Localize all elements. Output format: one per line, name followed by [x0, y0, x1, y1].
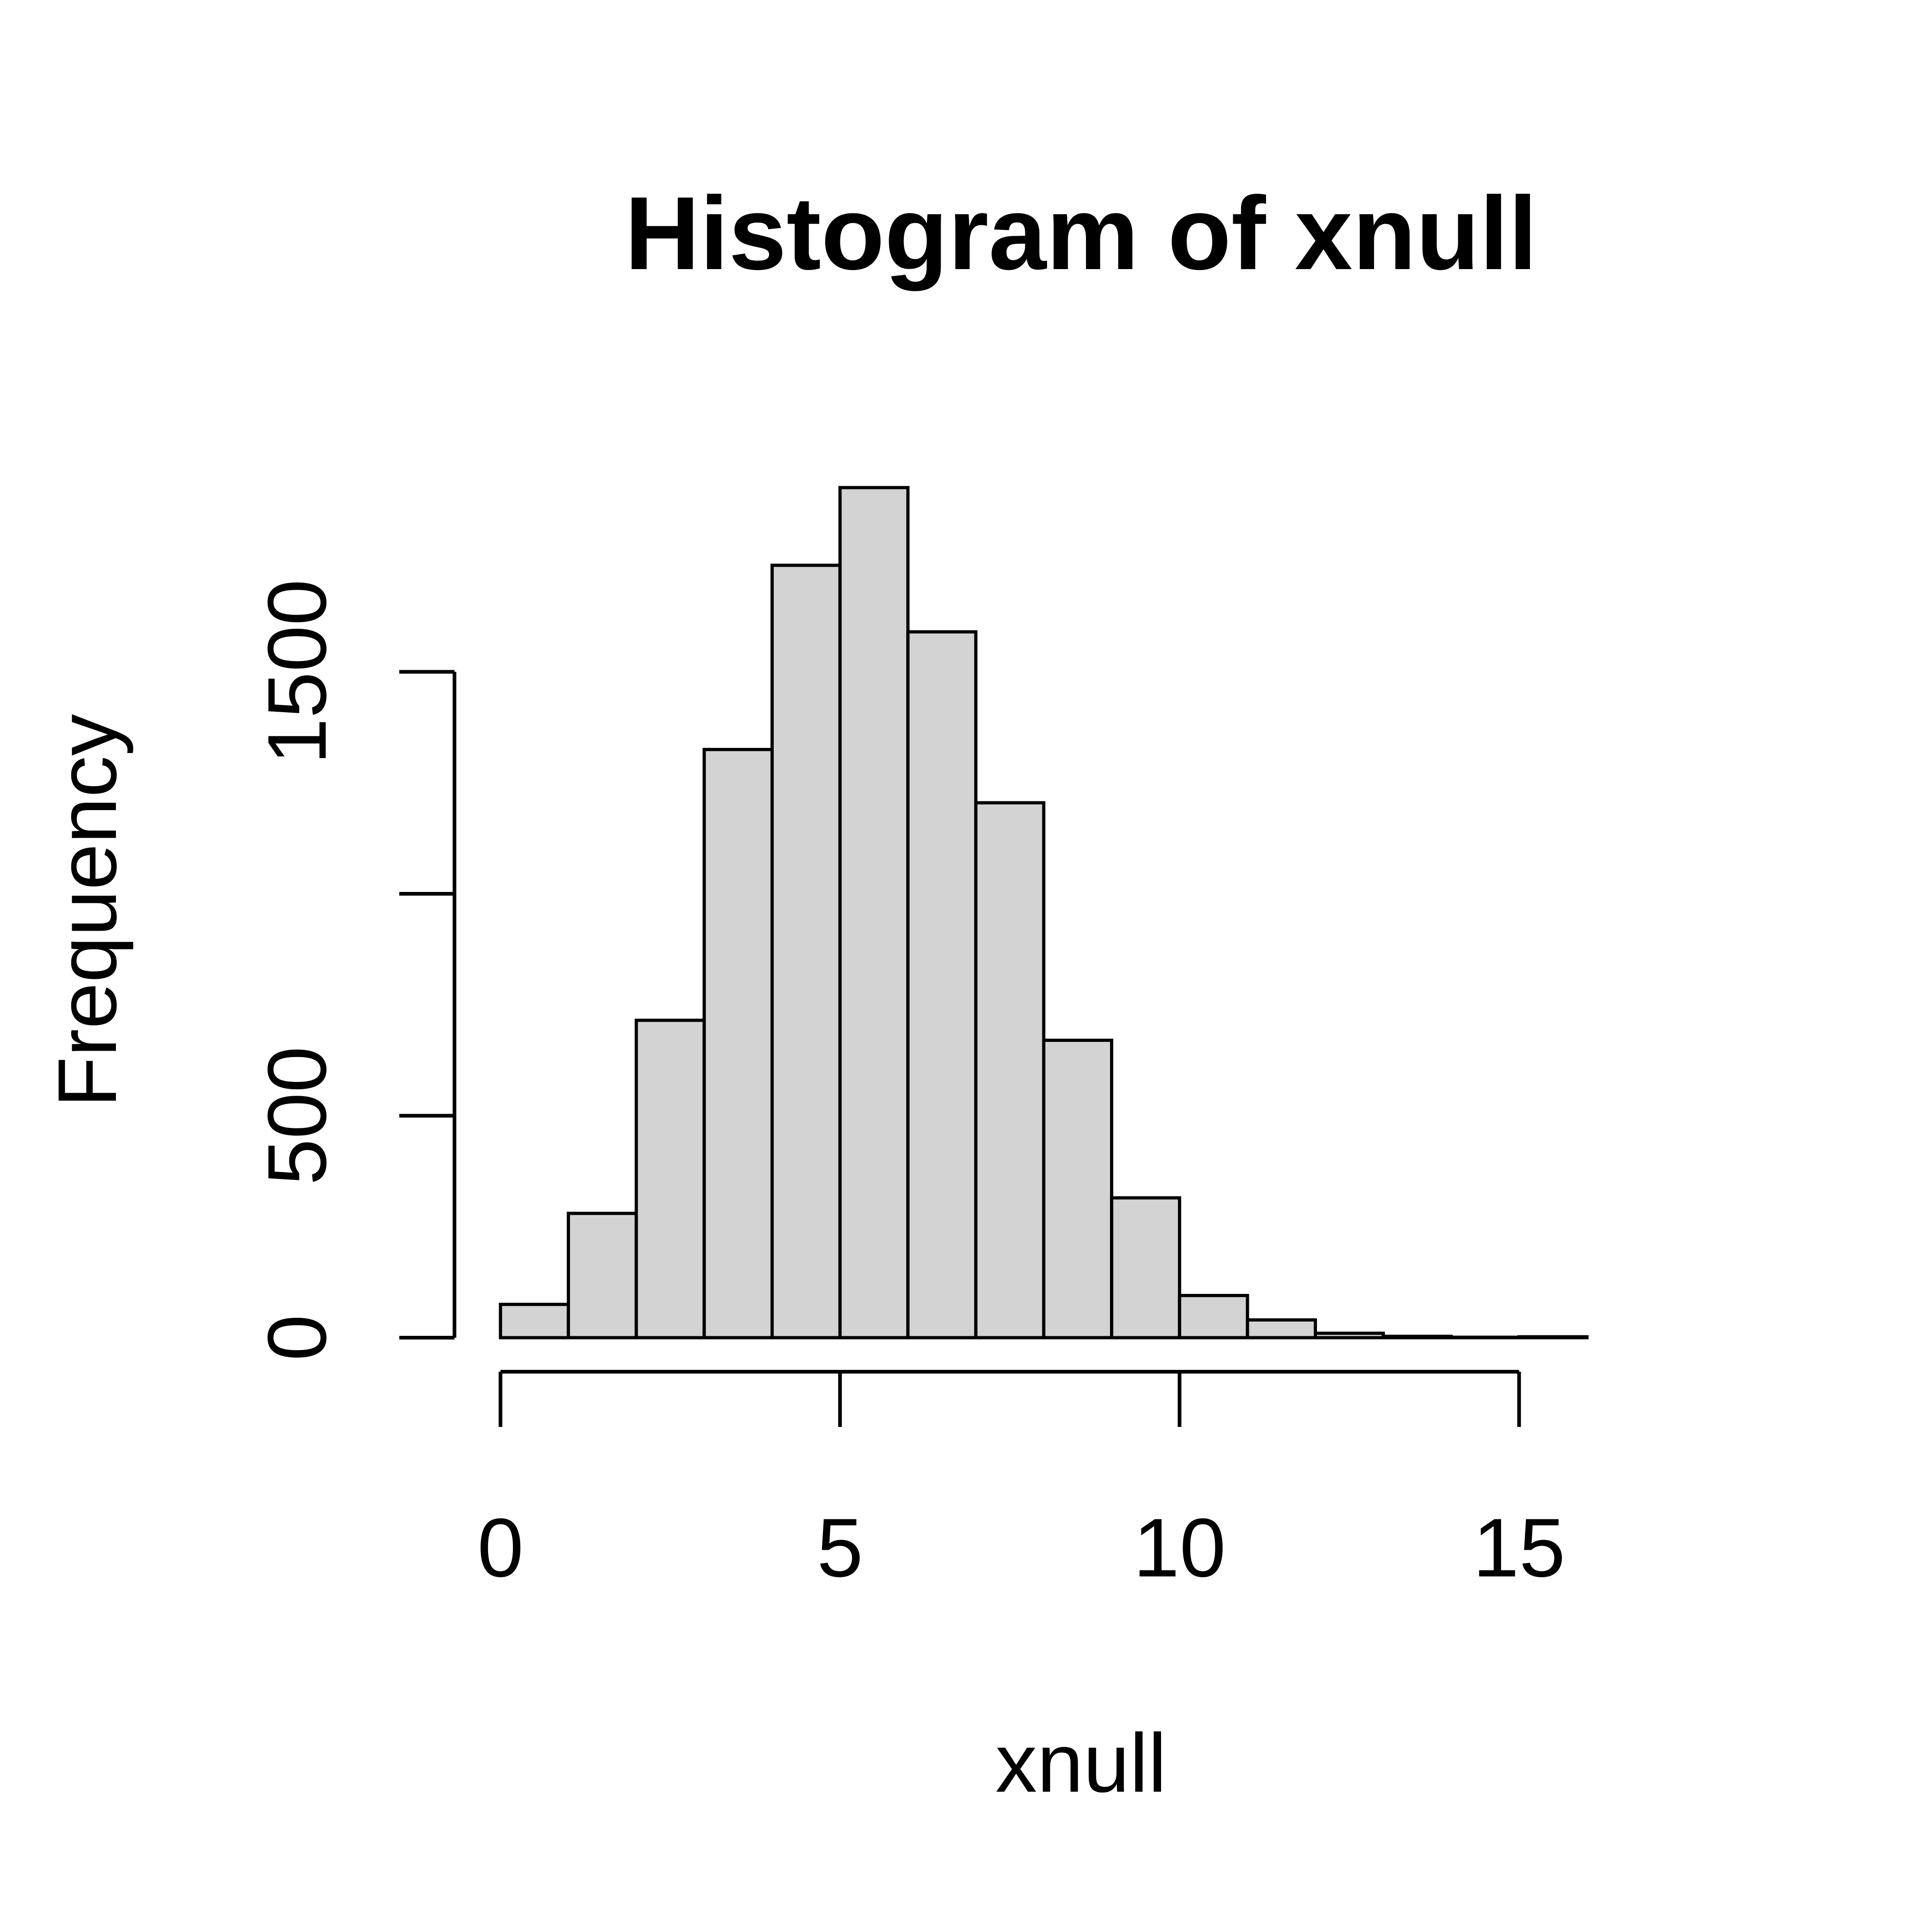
- histogram-bar: [1314, 1331, 1385, 1340]
- histogram-bar: [702, 748, 774, 1340]
- histogram-bar: [499, 1303, 570, 1340]
- histogram-bar: [770, 564, 842, 1340]
- histogram-bar: [634, 1018, 706, 1340]
- y-axis-label: Frequency: [41, 714, 134, 1108]
- histogram-bar: [1246, 1318, 1317, 1340]
- x-tick-label: 0: [477, 1501, 524, 1594]
- y-axis: 0 500 1500: [251, 579, 456, 1361]
- histogram-bar: [838, 486, 910, 1340]
- x-tick-label: 5: [817, 1501, 863, 1594]
- histogram-bar: [1449, 1335, 1521, 1340]
- y-tick-label: 500: [251, 1046, 344, 1185]
- x-axis: 0 5 10 15: [477, 1370, 1565, 1594]
- histogram-bar: [567, 1212, 638, 1340]
- x-axis-label: xnull: [995, 1717, 1167, 1810]
- histogram-bar: [906, 630, 978, 1340]
- histogram-bar: [1178, 1294, 1249, 1340]
- y-tick-label: 0: [251, 1315, 344, 1361]
- chart-title: Histogram of xnull: [625, 175, 1537, 291]
- bar-group: [499, 486, 1589, 1340]
- y-tick-label: 1500: [251, 579, 344, 765]
- histogram-bar: [1042, 1038, 1114, 1340]
- histogram-bar: [1517, 1335, 1589, 1340]
- histogram-bar: [974, 801, 1046, 1340]
- x-tick-label: 15: [1473, 1501, 1565, 1594]
- histogram-bar: [1110, 1196, 1181, 1340]
- x-tick-label: 10: [1133, 1501, 1226, 1594]
- histogram-bar: [1381, 1334, 1453, 1340]
